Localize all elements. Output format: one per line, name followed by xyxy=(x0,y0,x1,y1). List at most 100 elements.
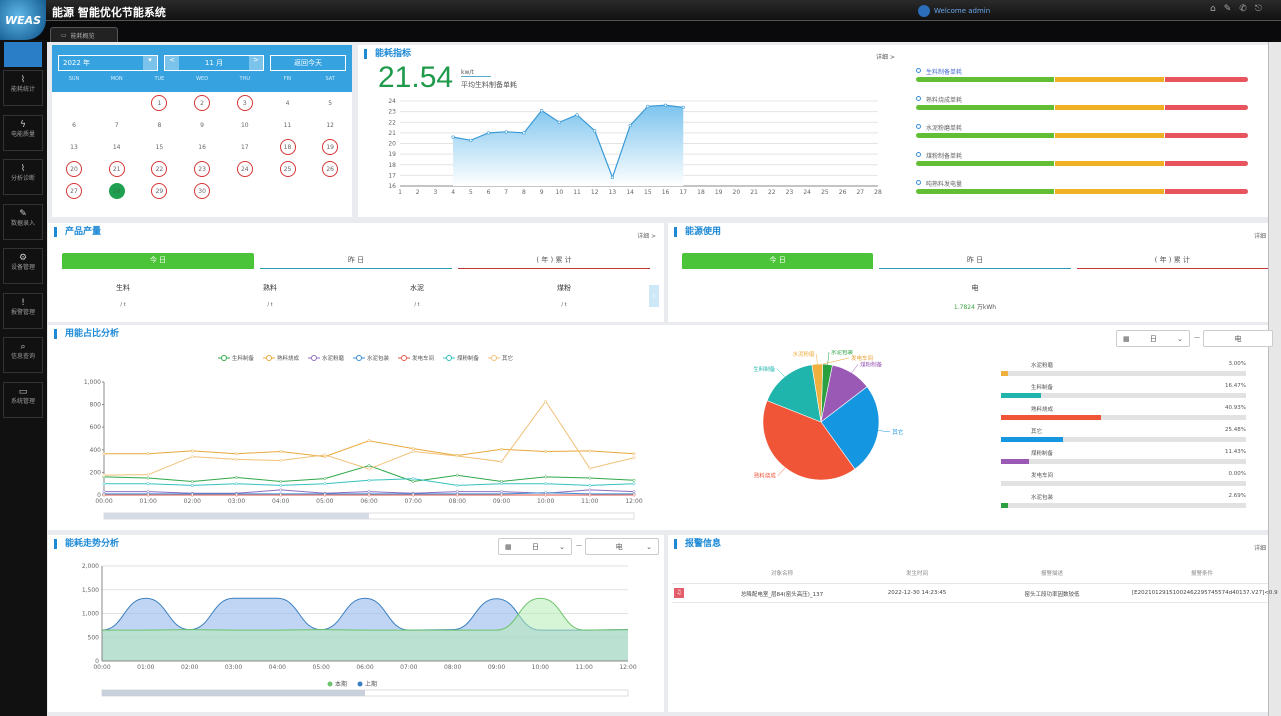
tab-today[interactable]: 今 日 xyxy=(62,253,254,269)
data-point xyxy=(588,488,592,492)
tab-yesterday[interactable]: 昨 日 xyxy=(879,253,1071,269)
sidebar-item[interactable]: ϟ 电能质量 xyxy=(3,114,43,151)
legend-label: 熟料烧成 xyxy=(277,354,300,362)
next-month-button[interactable]: > xyxy=(248,56,263,70)
y-tick-label: 23 xyxy=(388,109,396,116)
year-select[interactable]: 2022 年 ▾ xyxy=(58,55,158,71)
data-point xyxy=(455,493,459,497)
scrollbar[interactable] xyxy=(1268,42,1281,716)
calendar-day[interactable]: 4 xyxy=(285,99,290,107)
calendar-day[interactable]: 19 xyxy=(322,139,339,155)
sidebar-item[interactable]: ⌇ 分析诊断 xyxy=(3,159,43,195)
sidebar-item[interactable]: ⌇ 能耗统计 xyxy=(3,70,43,106)
tab-energy-overview[interactable]: ▭ 能耗概览 xyxy=(50,27,118,42)
calendar-day[interactable]: 30 xyxy=(194,183,211,199)
calendar-day[interactable]: 28 xyxy=(108,183,125,199)
today-button[interactable]: 返回今天 xyxy=(270,55,346,71)
x-tick-label: 16 xyxy=(662,189,670,196)
calendar-day[interactable]: 26 xyxy=(322,161,339,177)
calendar-day[interactable]: 18 xyxy=(279,139,296,155)
home-icon[interactable]: ⌂ xyxy=(1210,4,1216,14)
pie-slice xyxy=(762,400,856,481)
calendar-panel: 2022 年 ▾ <11 月 > 返回今天 SUN MON TUE WED THU FRI SA… xyxy=(52,45,352,217)
user-welcome[interactable]: Welcome admin xyxy=(918,3,1108,18)
tab-yesterday[interactable]: 昨 日 xyxy=(260,253,452,269)
calendar-day[interactable]: 27 xyxy=(66,183,82,199)
tab-year-total[interactable]: ( 年 ) 累 计 xyxy=(1076,253,1268,269)
pie-slice xyxy=(811,363,824,423)
calendar-day[interactable]: 3 xyxy=(236,95,253,111)
circle-icon xyxy=(916,152,921,157)
y-tick-label: 0 xyxy=(97,492,101,499)
circle-icon xyxy=(916,68,921,73)
column-header: 发生时间 xyxy=(905,571,928,577)
next-arrow-button[interactable]: › xyxy=(649,285,659,307)
x-tick-label: 4 xyxy=(451,189,455,196)
calendar-day[interactable]: 15 xyxy=(155,143,164,151)
period-select[interactable]: ▦ 日 ⌄ xyxy=(1116,330,1190,347)
top-icons: ⌂ ✎ ✆ ⎋ xyxy=(1210,4,1262,14)
energy-type-select[interactable]: 电 xyxy=(1203,330,1273,347)
calendar-day[interactable]: 12 xyxy=(326,121,334,129)
sidebar-item[interactable]: ✎ 数据录入 xyxy=(3,203,43,240)
calendar-day[interactable]: 8 xyxy=(157,121,162,129)
y-tick-label: 21 xyxy=(388,130,396,137)
calendar-day[interactable]: 2 xyxy=(194,95,211,111)
details-link[interactable]: 详细 > xyxy=(637,233,656,240)
welcome-text: Welcome admin xyxy=(934,6,991,15)
chart-icon: ⌇ xyxy=(20,75,26,85)
calendar-day[interactable]: 5 xyxy=(328,99,333,107)
calendar-day[interactable]: 9 xyxy=(200,121,204,129)
calendar-day[interactable]: 6 xyxy=(72,121,76,129)
calendar-day[interactable]: 21 xyxy=(108,161,125,177)
prev-month-button[interactable]: < xyxy=(165,56,179,70)
calendar-day[interactable]: 14 xyxy=(112,143,121,151)
y-tick-label: 24 xyxy=(388,98,396,105)
calendar-day[interactable]: 24 xyxy=(236,161,253,177)
tab-year-total[interactable]: ( 年 ) 累 计 xyxy=(458,253,650,269)
zoom-slider-selection xyxy=(102,690,365,696)
weekday-label: THU xyxy=(239,76,251,82)
x-tick-label: 12:00 xyxy=(625,498,642,505)
period-select[interactable]: ▦ 日 ⌄ xyxy=(498,538,572,555)
details-link[interactable]: 详细 > xyxy=(876,54,895,61)
calendar-day[interactable]: 7 xyxy=(114,121,119,129)
x-tick-label: 8 xyxy=(522,189,526,196)
calendar-day[interactable]: 10 xyxy=(240,121,249,129)
x-tick-label: 22 xyxy=(768,189,776,196)
x-tick-label: 01:00 xyxy=(140,498,157,505)
logout-icon[interactable]: ⎋ xyxy=(1254,4,1262,14)
sidebar-home[interactable] xyxy=(4,42,42,67)
calendar-day[interactable]: 29 xyxy=(151,183,168,199)
sidebar-item-label: 电能质量 xyxy=(10,130,35,138)
calendar-day[interactable]: 16 xyxy=(198,143,206,151)
calendar-day[interactable]: 23 xyxy=(194,161,211,177)
sidebar-item[interactable]: ⚙ 设备管理 xyxy=(3,248,43,284)
calendar-day[interactable]: 13 xyxy=(70,143,78,151)
data-point xyxy=(588,449,592,453)
calendar-day[interactable]: 1 xyxy=(151,95,168,111)
table-row[interactable]: ♫ 总降配电室_层84(窑头高压)_137 2022-12-30 14:23:45 窑… xyxy=(672,583,1278,603)
percent-bar-row: 生料制备 16.47% xyxy=(1001,383,1251,403)
sidebar-item[interactable]: ⌕ 信息查询 xyxy=(3,337,43,373)
calendar-day[interactable]: 17 xyxy=(240,143,249,151)
edit-icon[interactable]: ✎ xyxy=(1223,4,1232,14)
energy-type-select[interactable]: 电 ⌄ xyxy=(585,538,659,555)
y-tick-label: 500 xyxy=(88,634,100,641)
details-link[interactable]: 详细 xyxy=(1253,545,1266,552)
sidebar-item[interactable]: ▭ 系统管理 xyxy=(3,381,43,418)
data-point xyxy=(411,450,415,453)
calendar-day[interactable]: 11 xyxy=(283,121,292,129)
calendar-day[interactable]: 20 xyxy=(66,161,82,177)
tab-today[interactable]: 今 日 xyxy=(682,253,874,269)
sidebar-item[interactable]: ! 报警管理 xyxy=(3,292,43,329)
data-point xyxy=(146,473,150,477)
usage-analysis-panel: 用能占比分析 ▦ 日 ⌄ — 电 生料制备 熟料烧成 水泥粉磨 水泥包装 发电车间 煤粉制备其… xyxy=(48,325,1273,530)
calendar-day[interactable]: 22 xyxy=(151,161,168,177)
phone-icon[interactable]: ✆ xyxy=(1239,4,1247,14)
details-link[interactable]: 详细 xyxy=(1253,233,1266,240)
calendar-day[interactable]: 25 xyxy=(279,161,296,177)
search-icon: ⌕ xyxy=(20,342,26,352)
y-tick-label: 18 xyxy=(388,162,396,169)
